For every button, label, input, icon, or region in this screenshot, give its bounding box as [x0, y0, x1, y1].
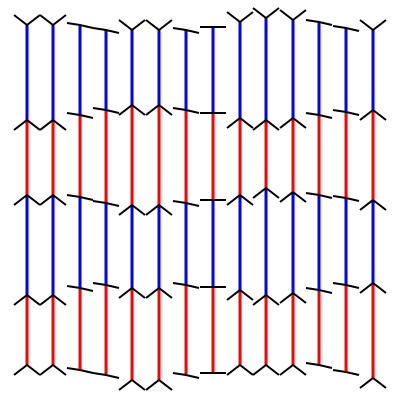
junction-marker [279, 363, 307, 376]
junction-marker [118, 378, 146, 391]
junction-marker [279, 9, 307, 22]
column-14 [359, 19, 387, 389]
junction-marker [172, 282, 200, 289]
junction-marker [226, 116, 254, 129]
column-10 [252, 7, 280, 376]
junction-marker [359, 108, 387, 121]
junction-marker [172, 27, 200, 34]
column-6 [145, 19, 173, 391]
junction-marker [252, 7, 280, 20]
column-1 [13, 14, 41, 376]
column-11 [279, 9, 307, 376]
junction-marker [13, 193, 41, 206]
junction-marker [332, 109, 360, 116]
junction-marker [92, 372, 120, 379]
junction-marker [279, 116, 307, 129]
junction-marker [118, 19, 146, 32]
junction-marker [332, 195, 360, 202]
junction-marker [305, 192, 333, 199]
junction-marker [145, 286, 173, 299]
junction-marker [252, 118, 280, 131]
junction-marker [92, 200, 120, 207]
junction-marker [13, 14, 41, 27]
junction-marker [13, 363, 41, 376]
junction-marker [66, 194, 94, 201]
junction-marker [92, 282, 120, 289]
diagram-layer [13, 7, 387, 391]
column-9 [226, 11, 254, 376]
junction-marker [279, 190, 307, 203]
column-4 [92, 27, 120, 379]
junction-marker [332, 369, 360, 376]
junction-marker [252, 186, 280, 199]
junction-marker [359, 198, 387, 211]
column-13 [332, 25, 360, 376]
junction-marker [66, 367, 94, 374]
junction-marker [172, 200, 200, 207]
junction-marker [39, 14, 67, 27]
junction-marker [305, 19, 333, 26]
junction-marker [39, 193, 67, 206]
column-3 [66, 22, 94, 374]
junction-marker [226, 363, 254, 376]
junction-marker [66, 22, 94, 29]
junction-marker [118, 286, 146, 299]
junction-marker [66, 285, 94, 292]
column-5 [118, 19, 146, 391]
junction-marker [118, 203, 146, 216]
junction-marker [305, 112, 333, 119]
junction-marker [92, 107, 120, 114]
column-2 [39, 14, 67, 376]
junction-marker [118, 103, 146, 116]
junction-marker [13, 118, 41, 131]
junction-marker [332, 282, 360, 289]
junction-marker [279, 291, 307, 304]
junction-marker [66, 112, 94, 119]
column-8 [200, 26, 226, 374]
junction-marker [172, 372, 200, 379]
junction-marker [332, 25, 360, 32]
junction-marker [39, 293, 67, 306]
junction-marker [145, 378, 173, 391]
junction-marker [226, 11, 254, 24]
junction-marker [172, 107, 200, 114]
column-7 [172, 27, 200, 379]
junction-marker [226, 288, 254, 301]
junction-marker [305, 362, 333, 369]
junction-marker [359, 281, 387, 294]
column-12 [305, 19, 333, 369]
junction-marker [226, 193, 254, 206]
junction-marker [305, 287, 333, 294]
junction-marker [145, 19, 173, 32]
junction-marker [39, 118, 67, 131]
junction-marker [145, 103, 173, 116]
junction-marker [92, 27, 120, 34]
junction-marker [252, 363, 280, 376]
junction-marker [39, 363, 67, 376]
junction-marker [13, 293, 41, 306]
junction-marker [145, 203, 173, 216]
junction-marker [359, 376, 387, 389]
junction-marker [252, 293, 280, 306]
junction-marker [359, 19, 387, 32]
